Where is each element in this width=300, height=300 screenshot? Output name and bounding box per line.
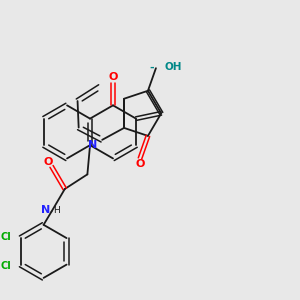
Text: -: -	[150, 63, 154, 73]
Text: Cl: Cl	[0, 260, 11, 271]
Text: H: H	[54, 206, 60, 215]
Text: N: N	[41, 205, 51, 215]
Text: N: N	[88, 140, 97, 150]
Text: O: O	[135, 159, 145, 169]
Text: OH: OH	[165, 62, 182, 72]
Text: Cl: Cl	[0, 232, 11, 242]
Text: O: O	[43, 157, 52, 167]
Text: O: O	[108, 72, 118, 82]
